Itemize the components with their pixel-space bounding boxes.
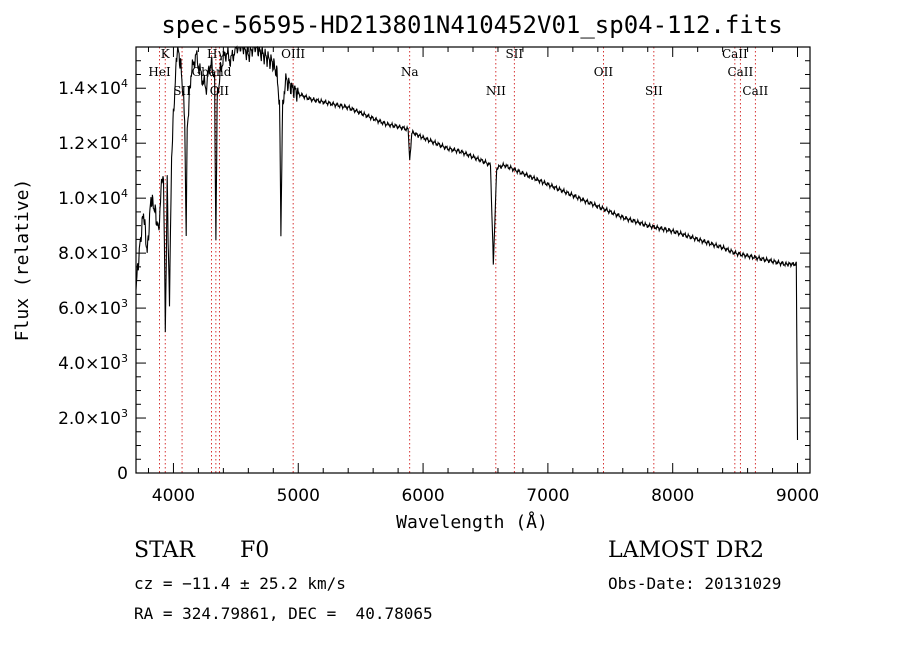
y-tick-label: 0 — [117, 464, 128, 484]
line-label-nii: NII — [486, 84, 506, 98]
y-axis-ticks: 0 2.0×103 4.0×103 6.0×103 8.0×103 1.0×104 1.2×… — [58, 60, 810, 484]
y-tick-label: 4.0×103 — [58, 352, 128, 374]
spectrum-line — [135, 45, 799, 441]
chart-title: spec-56595-HD213801N410452V01_sp04-112.f… — [161, 11, 782, 39]
spectral-line-labels: KHeISIIHγGbandOIIOIIINaNIISIIOIISIICaIIC… — [148, 47, 768, 98]
y-tick-label: 1.0×104 — [58, 187, 128, 209]
y-axis-label: Flux (relative) — [12, 179, 33, 342]
line-label-hei: HeI — [148, 65, 171, 79]
line-label-oii: OII — [594, 65, 614, 79]
x-axis-label: Wavelength (Å) — [396, 511, 548, 533]
spectrum-chart: spec-56595-HD213801N410452V01_sp04-112.f… — [12, 11, 819, 533]
line-label-caii: CaII — [727, 65, 753, 79]
object-type: STAR — [134, 538, 195, 563]
x-tick-label: 8000 — [651, 486, 694, 506]
y-tick-label: 2.0×103 — [58, 407, 128, 429]
ra-dec: RA = 324.79861, DEC = 40.78065 — [134, 604, 433, 623]
object-subclass: F0 — [240, 538, 270, 563]
observation-date: Obs-Date: 20131029 — [608, 574, 782, 593]
x-tick-label: 5000 — [277, 486, 320, 506]
y-tick-label: 6.0×103 — [58, 297, 128, 319]
line-label-sii: SII — [505, 47, 523, 61]
survey-name: LAMOST DR2 — [608, 538, 764, 563]
line-label-na: Na — [401, 65, 419, 79]
x-tick-label: 6000 — [401, 486, 444, 506]
spectral-line-markers — [159, 47, 756, 473]
line-label-caii: CaII — [722, 47, 748, 61]
x-tick-label: 9000 — [776, 486, 819, 506]
y-tick-label: 8.0×103 — [58, 242, 128, 264]
y-tick-label: 1.2×104 — [58, 132, 128, 154]
y-tick-label: 1.4×104 — [58, 77, 128, 99]
line-label-hγ: Hγ — [207, 47, 225, 61]
x-tick-label: 7000 — [526, 486, 569, 506]
line-label-oiii: OIII — [281, 47, 305, 61]
plot-frame — [135, 46, 811, 474]
line-label-k: K — [161, 47, 171, 61]
redshift-cz: cz = −11.4 ± 25.2 km/s — [134, 574, 346, 593]
x-axis-ticks: 4000 5000 6000 7000 8000 9000 — [147, 47, 819, 506]
line-label-sii: SII — [645, 84, 663, 98]
x-tick-label: 4000 — [152, 486, 195, 506]
line-label-caii: CaII — [742, 84, 768, 98]
